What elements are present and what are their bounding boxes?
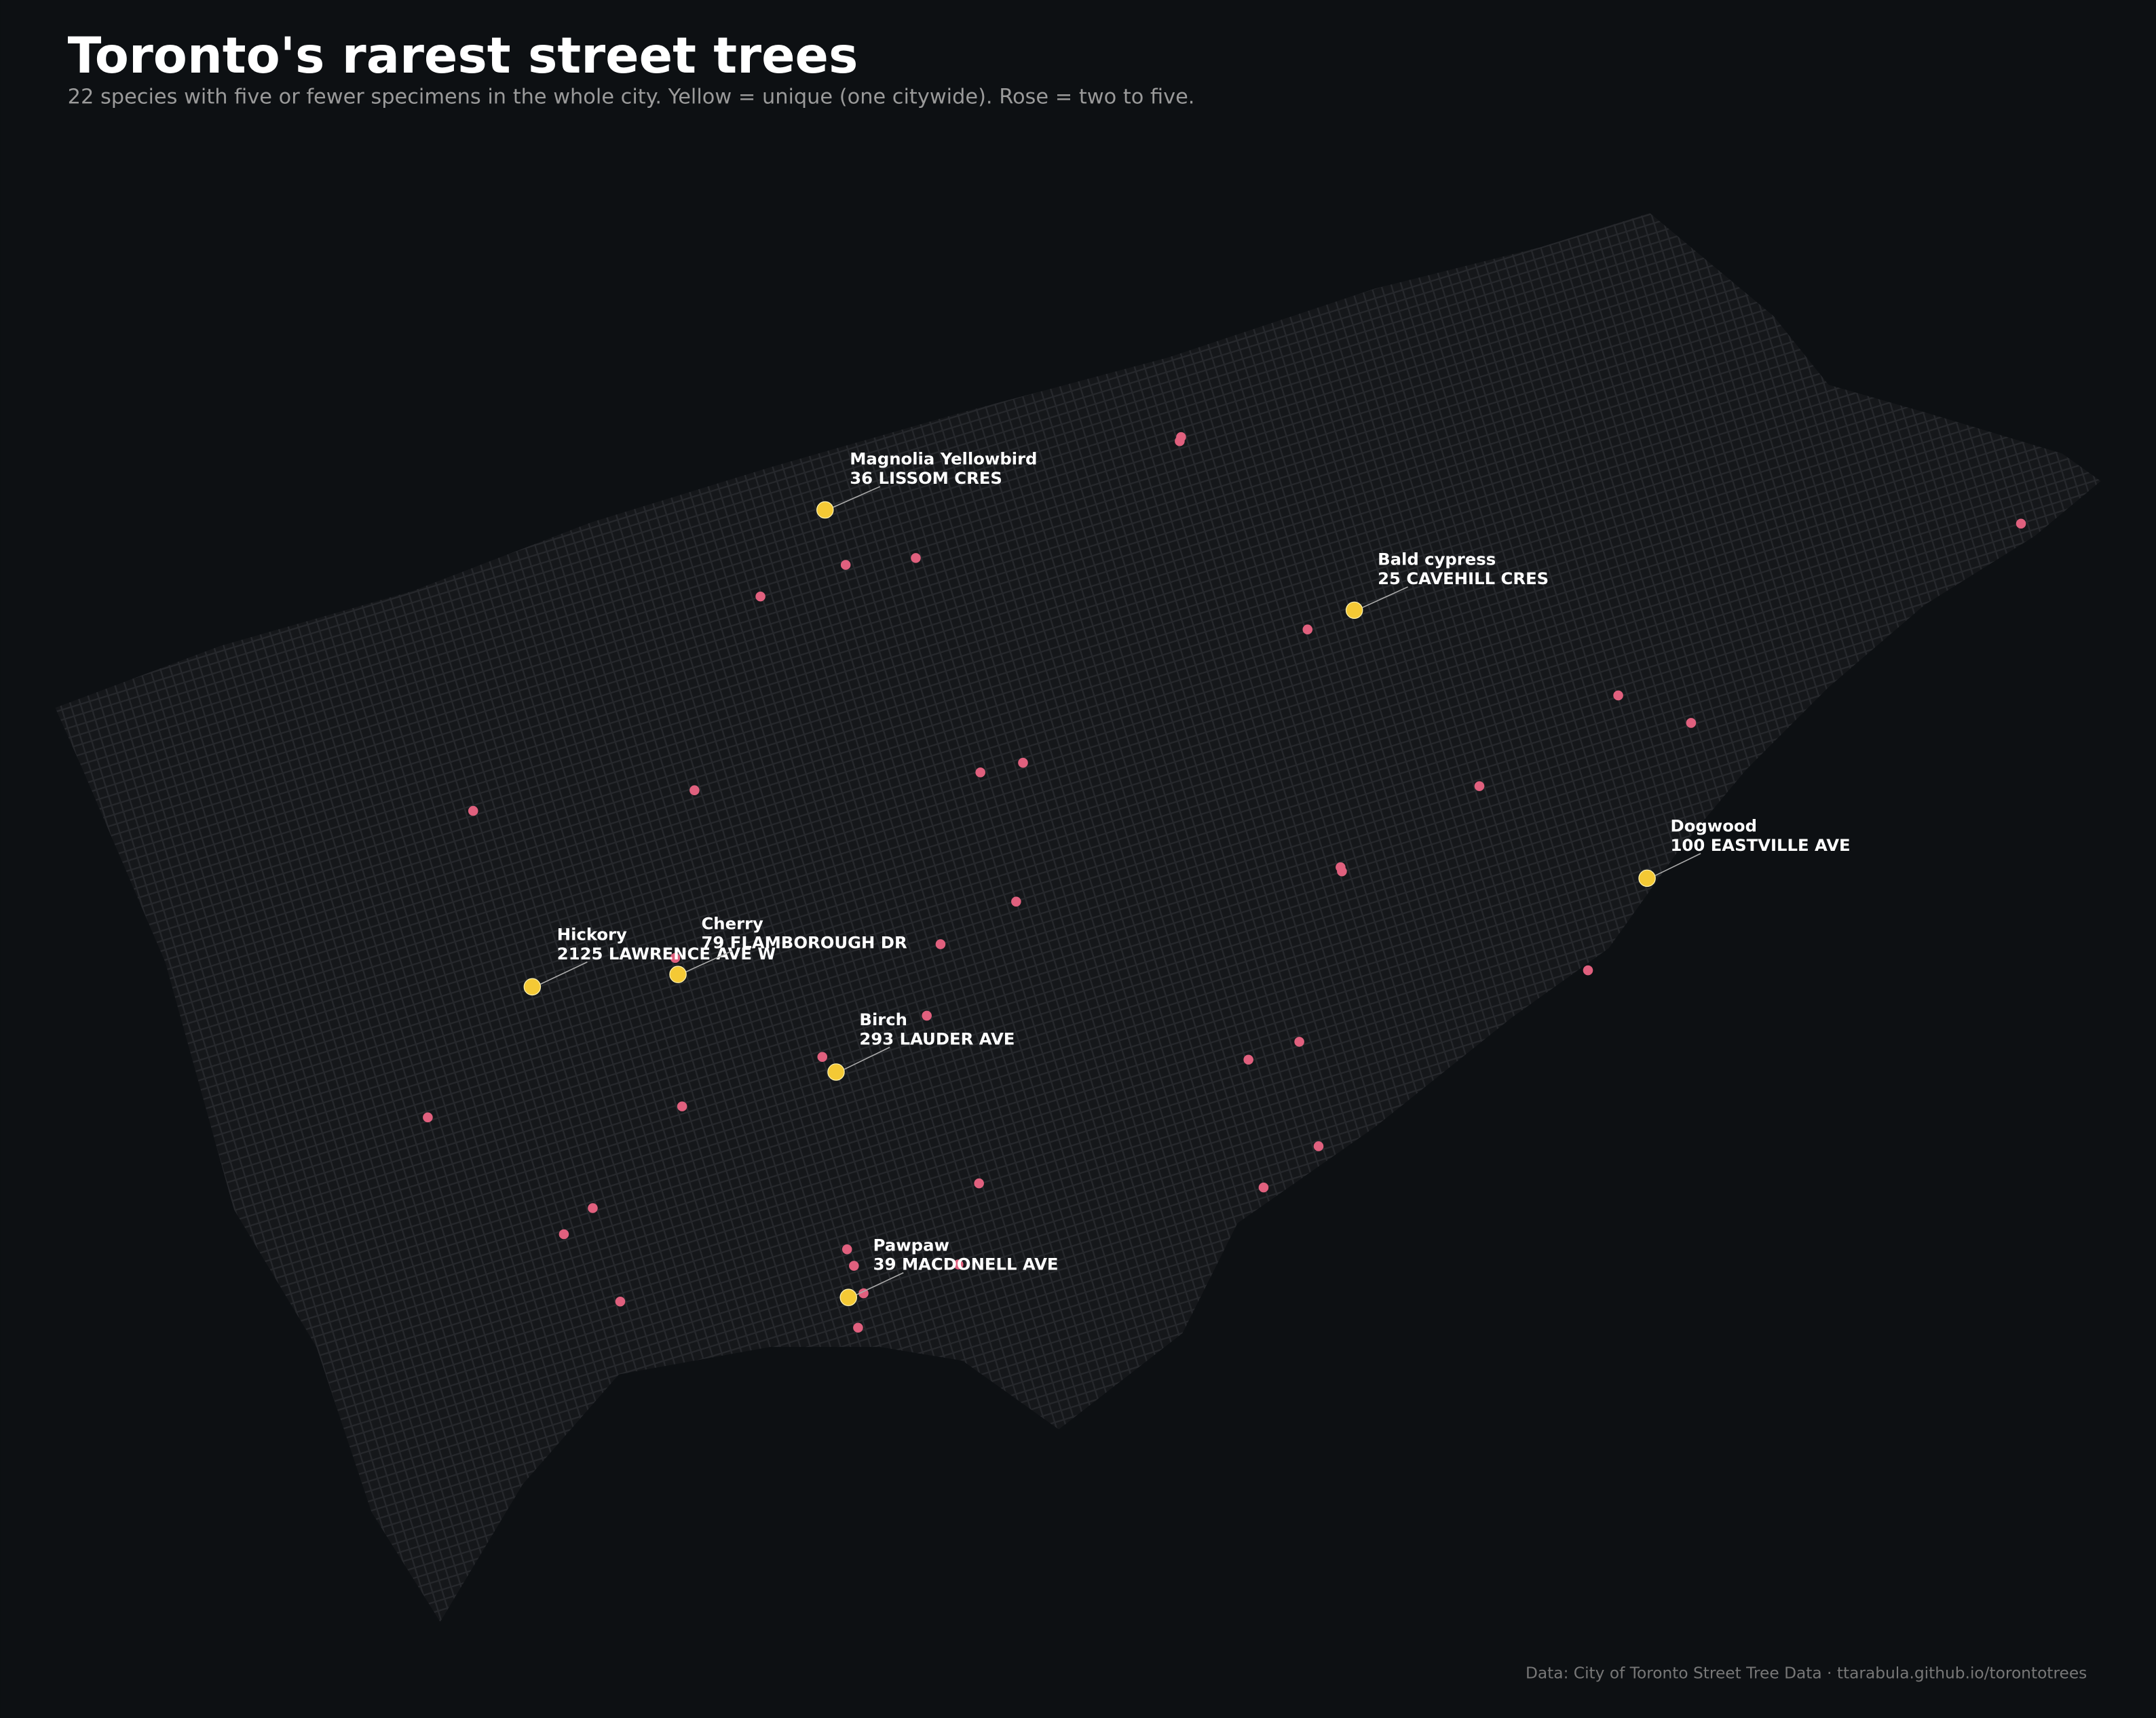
rare-tree xyxy=(853,1322,863,1333)
rare-tree xyxy=(1686,718,1697,728)
unique-tree xyxy=(523,978,542,996)
rare-tree xyxy=(974,1178,984,1189)
tree-address: 2125 LAWRENCE AVE W xyxy=(557,944,776,963)
rare-tree xyxy=(689,785,700,796)
tree-name: Bald cypress xyxy=(1378,550,1496,569)
rare-tree xyxy=(953,1259,964,1270)
rare-tree xyxy=(1337,866,1347,877)
tree-name: Cherry xyxy=(701,913,763,933)
rare-tree xyxy=(1018,757,1028,768)
subtitle: 22 species with five or fewer specimens … xyxy=(68,85,1195,109)
footer: Data: City of Toronto Street Tree Data ·… xyxy=(1526,1664,2087,1683)
unique-tree xyxy=(1638,869,1656,887)
rare-tree xyxy=(1243,1054,1253,1065)
rare-tree xyxy=(670,953,681,963)
rare-tree xyxy=(677,1101,687,1111)
city-outline xyxy=(55,212,2101,1622)
rare-tree xyxy=(423,1112,433,1123)
rare-tree xyxy=(1583,965,1593,976)
rare-tree xyxy=(615,1296,626,1307)
tree-address: 36 LISSOM CRES xyxy=(850,468,1002,488)
rare-tree xyxy=(2016,518,2026,529)
tree-name: Dogwood xyxy=(1671,816,1757,835)
rare-tree xyxy=(911,553,921,563)
rare-tree xyxy=(755,591,765,602)
rare-tree xyxy=(1313,1141,1324,1151)
tree-address: 25 CAVEHILL CRES xyxy=(1378,569,1549,588)
leader-line xyxy=(856,1272,904,1295)
rare-tree xyxy=(1294,1037,1304,1047)
rare-tree xyxy=(922,1010,932,1021)
rare-tree xyxy=(588,1203,598,1213)
rare-tree xyxy=(1302,624,1313,635)
tree-name: Birch xyxy=(859,1010,907,1029)
unique-tree xyxy=(669,966,687,983)
leader-line xyxy=(1362,586,1408,609)
rare-tree xyxy=(935,939,946,949)
rare-tree xyxy=(559,1229,569,1240)
tree-address: 79 FLAMBOROUGH DR xyxy=(701,933,907,953)
leader-line xyxy=(833,486,881,508)
title: Toronto's rarest street trees xyxy=(68,27,858,85)
leader-line xyxy=(540,961,588,985)
rare-tree xyxy=(468,805,478,816)
rare-tree xyxy=(1011,896,1021,907)
rare-tree xyxy=(817,1052,828,1062)
rare-tree xyxy=(1258,1182,1269,1193)
rare-tree xyxy=(1613,690,1623,701)
rare-tree xyxy=(1474,781,1485,791)
unique-tree xyxy=(816,501,834,519)
unique-tree xyxy=(827,1063,845,1081)
tree-address: 293 LAUDER AVE xyxy=(859,1029,1015,1048)
rare-tree xyxy=(1175,436,1185,446)
tree-address: 39 MACDONELL AVE xyxy=(873,1255,1059,1274)
rare-tree xyxy=(841,1244,852,1255)
tree-name: Pawpaw xyxy=(873,1235,949,1255)
tree-name: Hickory xyxy=(557,925,627,944)
unique-tree xyxy=(1345,601,1363,619)
rare-tree xyxy=(849,1261,859,1271)
leader-line xyxy=(1654,853,1701,877)
tree-name: Magnolia Yellowbird xyxy=(850,449,1037,469)
tree-address: 100 EASTVILLE AVE xyxy=(1671,835,1851,855)
rare-tree xyxy=(840,560,851,570)
unique-tree xyxy=(839,1288,857,1306)
rare-tree xyxy=(975,767,985,778)
leader-line xyxy=(844,1046,890,1070)
leader-line xyxy=(685,950,732,972)
